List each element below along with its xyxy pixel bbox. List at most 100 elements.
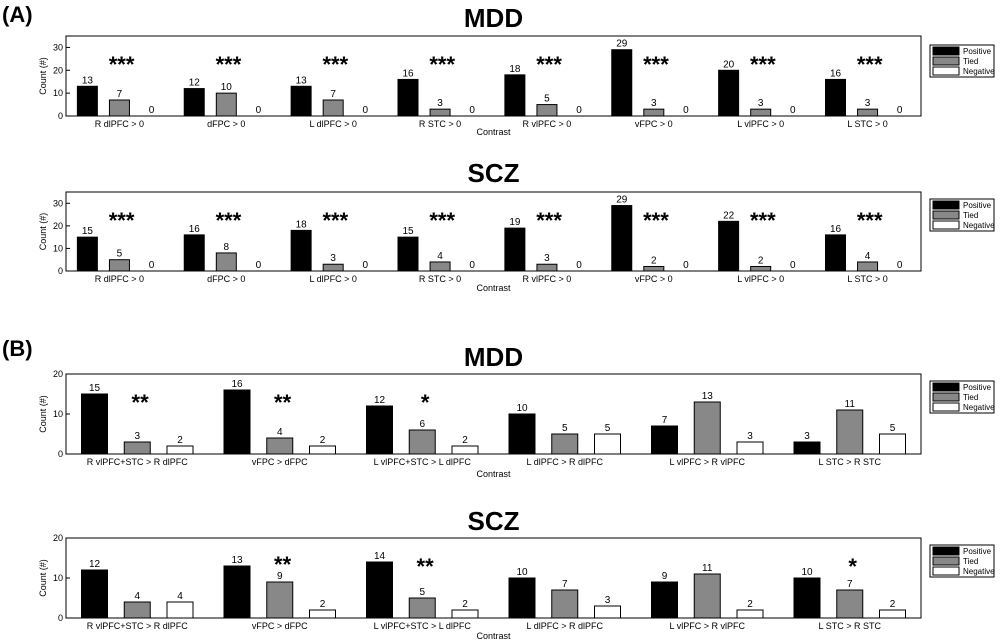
- category-label: L vlPFC+STC > L dlPFC: [374, 457, 472, 467]
- value-label-negative: 0: [469, 105, 475, 116]
- bar-negative: [451, 609, 479, 619]
- significance-marker: ***: [536, 208, 562, 233]
- bar-positive: [183, 88, 205, 117]
- bar-positive: [290, 85, 312, 117]
- value-label-tied: 11: [845, 399, 856, 410]
- value-label-positive: 10: [516, 567, 528, 578]
- bar-positive: [397, 78, 419, 117]
- plot-frame: [65, 373, 922, 455]
- category-label: L STC > R STC: [819, 457, 882, 467]
- bar-positive: [825, 234, 846, 272]
- category-label: L vlPFC > 0: [737, 274, 784, 284]
- legend-label-positive: Positive: [963, 201, 992, 210]
- value-label-tied: 4: [437, 251, 443, 262]
- bar-tied: [108, 259, 130, 272]
- bar-positive: [81, 569, 108, 619]
- y-tick-label: 20: [53, 533, 63, 543]
- y-axis-label: Count (#): [38, 57, 48, 95]
- bar-tied: [643, 265, 665, 272]
- value-label-positive: 29: [616, 195, 628, 206]
- value-label-positive: 7: [662, 415, 668, 426]
- panel-label-a: (A): [2, 2, 33, 27]
- value-label-tied: 7: [562, 579, 568, 590]
- value-label-positive: 16: [402, 68, 414, 79]
- bar-positive: [611, 205, 633, 272]
- legend-label-tied: Tied: [963, 211, 978, 220]
- category-label: L dlPFC > R dlPFC: [527, 621, 604, 631]
- value-label-positive: 12: [189, 78, 201, 89]
- bar-tied: [836, 409, 864, 455]
- bar-positive: [366, 561, 393, 619]
- bar-negative: [594, 605, 621, 619]
- bar-positive: [504, 74, 526, 117]
- bar-tied: [322, 263, 344, 272]
- significance-marker: ***: [857, 208, 883, 233]
- significance-marker: ***: [322, 208, 348, 233]
- value-label-positive: 18: [296, 219, 308, 230]
- bar-tied: [123, 601, 151, 619]
- value-label-negative: 0: [576, 105, 582, 116]
- value-label-positive: 29: [616, 39, 628, 50]
- category-label: vFPC > dFPC: [252, 457, 308, 467]
- bar-tied: [836, 589, 864, 619]
- value-label-positive: 3: [804, 431, 810, 442]
- value-label-tied: 3: [330, 253, 336, 264]
- bar-tied: [551, 589, 579, 619]
- value-label-tied: 5: [117, 249, 123, 260]
- value-label-negative: 5: [605, 423, 611, 434]
- legend-label-tied: Tied: [963, 557, 978, 566]
- bar-positive: [504, 227, 526, 272]
- category-label: L vlPFC > 0: [737, 119, 784, 129]
- value-label-tied: 5: [544, 94, 550, 105]
- category-label: dFPC > 0: [207, 119, 245, 129]
- x-axis-label: Contrast: [476, 631, 511, 641]
- value-label-negative: 0: [256, 260, 262, 271]
- value-label-negative: 0: [897, 260, 903, 271]
- legend-label-negative: Negative: [963, 403, 995, 412]
- category-label: L vlPFC+STC > L dlPFC: [374, 621, 472, 631]
- value-label-negative: 0: [576, 260, 582, 271]
- legend-label-tied: Tied: [963, 57, 978, 66]
- bar-negative: [309, 609, 336, 619]
- significance-marker: ***: [429, 208, 455, 233]
- significance-marker: ***: [216, 208, 242, 233]
- value-label-negative: 2: [320, 435, 326, 446]
- value-label-negative: 0: [683, 105, 689, 116]
- bar-positive: [718, 220, 740, 272]
- significance-marker: ***: [109, 52, 135, 77]
- y-tick-label: 10: [53, 573, 63, 583]
- bar-tied: [750, 108, 772, 117]
- significance-marker: ***: [643, 208, 669, 233]
- x-axis-label: Contrast: [476, 283, 511, 293]
- category-label: L dlPFC > 0: [309, 119, 356, 129]
- bar-positive: [825, 78, 846, 117]
- category-label: L STC > 0: [847, 274, 887, 284]
- y-tick-label: 20: [53, 65, 63, 75]
- bar-positive: [718, 69, 740, 117]
- category-label: R vlPFC > 0: [523, 274, 572, 284]
- value-label-negative: 5: [890, 423, 896, 434]
- chart-title: MDD: [464, 342, 523, 372]
- value-label-tied: 7: [117, 89, 123, 100]
- value-label-positive: 15: [89, 383, 101, 394]
- legend-swatch-positive: [932, 46, 960, 56]
- value-label-tied: 3: [437, 98, 443, 109]
- value-label-negative: 2: [890, 599, 896, 610]
- bar-tied: [266, 437, 294, 455]
- category-label: R dlPFC > 0: [95, 119, 144, 129]
- value-label-negative: 0: [256, 105, 262, 116]
- bar-tied: [643, 108, 665, 117]
- plot-frame: [65, 35, 922, 117]
- value-label-negative: 0: [790, 105, 796, 116]
- legend-swatch-positive: [932, 546, 960, 556]
- bar-tied: [215, 252, 237, 272]
- category-label: L vlPFC > R vlPFC: [670, 621, 746, 631]
- y-tick-label: 10: [53, 88, 63, 98]
- legend-swatch-tied: [932, 392, 960, 402]
- value-label-positive: 18: [509, 64, 521, 75]
- bar-positive: [793, 441, 821, 455]
- value-label-positive: 16: [231, 379, 243, 390]
